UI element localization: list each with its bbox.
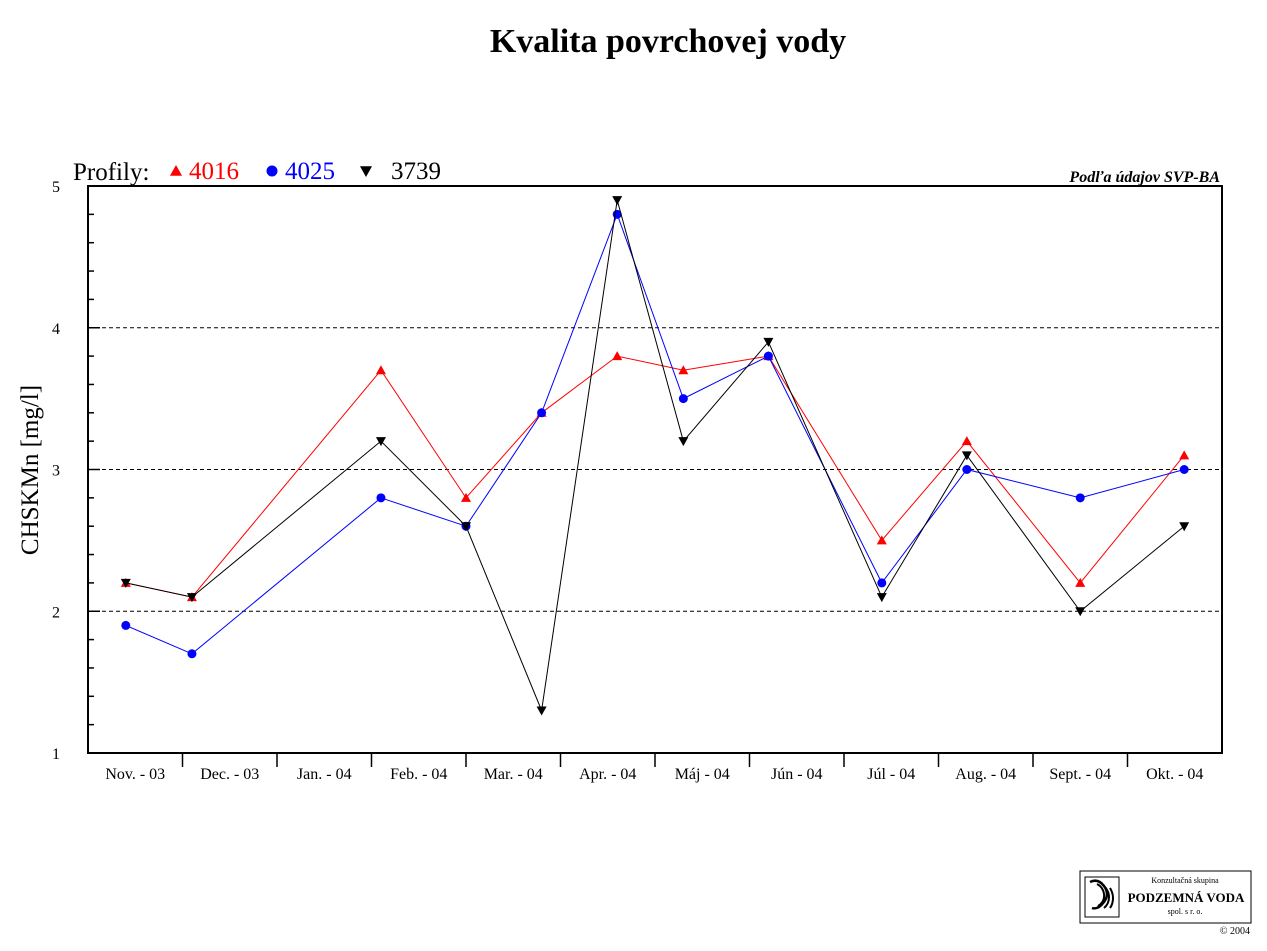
x-tick-label: Dec. - 03 <box>200 766 259 783</box>
data-point-4025 <box>877 578 887 588</box>
legend-marker-3739 <box>360 166 372 177</box>
data-point-4016 <box>461 492 471 502</box>
x-tick-label: Sept. - 04 <box>1049 766 1111 783</box>
x-tick-label: Jan. - 04 <box>297 766 352 783</box>
data-point-4016 <box>375 365 386 375</box>
data-point-4025 <box>537 408 547 418</box>
data-point-3739 <box>612 196 623 206</box>
x-tick-label: Júl - 04 <box>867 766 915 783</box>
x-tick-label: Nov. - 03 <box>105 766 165 783</box>
series-line-4025 <box>125 212 1185 655</box>
x-tick-label: Jún - 04 <box>771 766 823 783</box>
series-line-3739 <box>125 200 1185 713</box>
y-tick-label: 2 <box>52 604 60 621</box>
data-point-4025 <box>962 465 972 474</box>
x-tick-label: Aug. - 04 <box>955 766 1016 783</box>
series-line-4016 <box>125 355 1185 598</box>
data-point-4016 <box>1179 450 1190 460</box>
legend-item-4025: 4025 <box>266 158 335 185</box>
logo-line3: spol. s r. o. <box>1168 907 1203 916</box>
data-point-3739 <box>186 593 197 603</box>
logo-line1: Konzultačná skupina <box>1151 876 1219 885</box>
y-tick-label: 5 <box>52 179 60 196</box>
data-point-3739 <box>120 578 131 588</box>
copyright-note: © 2004 <box>1220 926 1250 937</box>
series-3739 <box>120 196 1190 716</box>
series-4025 <box>121 209 1189 659</box>
x-tick-label: Apr. - 04 <box>579 766 636 783</box>
data-point-3739 <box>1075 607 1086 617</box>
x-tick-label: Okt. - 04 <box>1146 766 1203 783</box>
legend-item-4016: 4016 <box>170 158 239 185</box>
source-note: Podľa údajov SVP-BA <box>1068 169 1220 186</box>
company-logo: Konzultačná skupina PODZEMNÁ VODA spol. … <box>1079 870 1252 924</box>
data-point-3739 <box>961 451 972 461</box>
x-tick-label: Mar. - 04 <box>484 766 543 783</box>
data-point-4016 <box>961 436 972 446</box>
y-tick-label: 4 <box>52 321 60 338</box>
data-point-3739 <box>678 437 689 447</box>
data-point-3739 <box>536 706 547 716</box>
x-tick-label: Feb. - 04 <box>390 766 447 783</box>
data-point-3739 <box>461 522 471 532</box>
data-point-4025 <box>763 351 773 361</box>
legend-label-3739: 3739 <box>391 158 441 185</box>
y-tick-label: 1 <box>52 746 60 763</box>
x-tick-label: Máj - 04 <box>675 766 730 783</box>
logo-line2: PODZEMNÁ VODA <box>1128 890 1245 905</box>
legend-prefix: Profily: <box>73 159 149 186</box>
data-point-4016 <box>612 351 623 361</box>
data-point-4025 <box>1075 493 1085 503</box>
legend-item-3739: 3739 <box>360 158 441 185</box>
y-tick-label: 3 <box>52 463 60 480</box>
legend-label-4016: 4016 <box>189 158 239 185</box>
logo-emblem-icon <box>1084 876 1120 918</box>
data-point-4025 <box>187 649 197 659</box>
series-4016 <box>120 351 1190 602</box>
legend-marker-4025 <box>266 165 278 177</box>
data-point-4016 <box>1075 577 1086 587</box>
legend: Profily: 4016 4025 3739 <box>73 158 441 186</box>
data-point-4025 <box>1179 465 1189 474</box>
data-point-3739 <box>375 437 386 447</box>
data-point-4025 <box>121 620 131 630</box>
data-point-3739 <box>763 337 774 347</box>
data-point-3739 <box>876 593 887 603</box>
chart-title: Kvalita povrchovej vody <box>490 23 846 60</box>
data-point-4025 <box>678 394 688 404</box>
data-point-4025 <box>376 493 386 503</box>
data-point-3739 <box>1179 522 1190 532</box>
legend-label-4025: 4025 <box>285 158 335 185</box>
y-axis-label: CHSKMn [mg/l] <box>17 385 44 555</box>
legend-marker-4016 <box>170 165 182 176</box>
data-point-4016 <box>678 365 689 375</box>
data-point-4016 <box>876 535 887 545</box>
